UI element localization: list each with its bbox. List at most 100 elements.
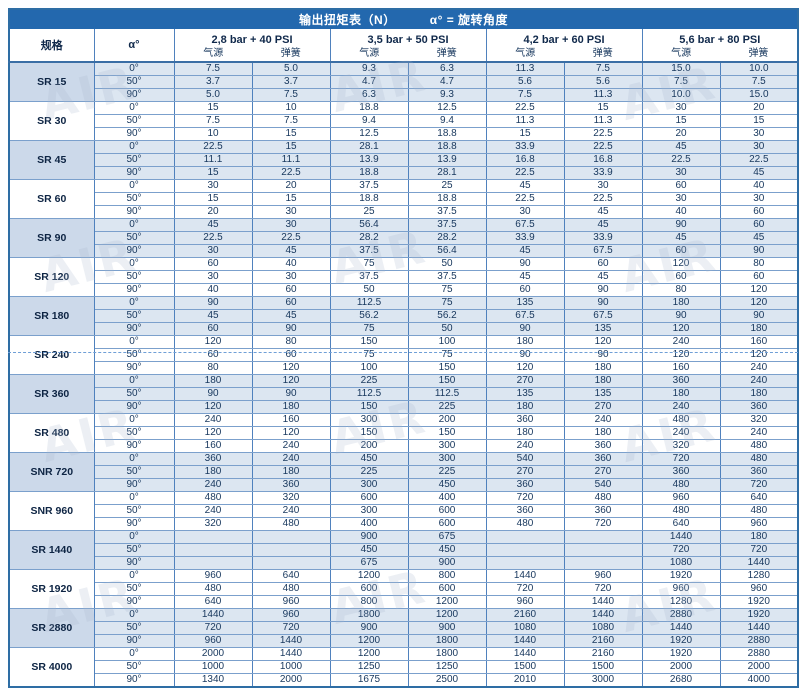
value-cell: 37.5 xyxy=(329,244,409,258)
table-row: 50° 30 30 37.5 37.5 45 45 60 60 xyxy=(9,270,799,284)
value-cell: 180 xyxy=(563,374,643,388)
value-cell: 240 xyxy=(641,426,721,440)
column-header-row: 规格 α° 2,8 bar + 40 PSI 气源 弹簧 3,5 bar + 50… xyxy=(8,28,799,63)
value-cell: 30 xyxy=(719,192,799,206)
value-cell: 720 xyxy=(563,582,643,596)
value-cell: 75 xyxy=(407,348,487,362)
value-cell: 9.3 xyxy=(329,61,409,76)
value-cell: 2880 xyxy=(641,608,721,622)
value-cell: 300 xyxy=(329,504,409,518)
angle-cell: 90° xyxy=(93,127,175,141)
value-cell: 180 xyxy=(563,426,643,440)
value-cell xyxy=(485,543,565,557)
angle-cell: 0° xyxy=(93,101,175,115)
value-cell: 60 xyxy=(719,270,799,284)
value-cell: 240 xyxy=(719,426,799,440)
value-cell: 2010 xyxy=(485,673,565,688)
angle-cell: 50° xyxy=(93,543,175,557)
value-cell: 100 xyxy=(407,335,487,349)
value-cell: 240 xyxy=(563,413,643,427)
value-cell: 720 xyxy=(641,543,721,557)
value-cell: 480 xyxy=(719,439,799,453)
value-cell: 75 xyxy=(407,296,487,310)
value-cell: 112.5 xyxy=(407,387,487,401)
value-cell: 11.1 xyxy=(173,153,253,167)
table-row: 50° 720 720 900 900 1080 1080 1440 1440 xyxy=(9,621,799,635)
value-cell: 4.7 xyxy=(329,75,409,89)
table-row: 50° 11.1 11.1 13.9 13.9 16.8 16.8 22.5 22.5 xyxy=(9,153,799,167)
angle-cell: 50° xyxy=(93,114,175,128)
value-cell: 12.5 xyxy=(407,101,487,115)
value-cell: 1080 xyxy=(641,556,721,570)
value-cell: 13.9 xyxy=(329,153,409,167)
value-cell: 480 xyxy=(563,491,643,505)
value-cell: 6.3 xyxy=(407,61,487,76)
value-cell: 15 xyxy=(173,192,253,206)
value-cell: 56.4 xyxy=(407,244,487,258)
value-cell: 60 xyxy=(251,283,331,297)
value-cell: 240 xyxy=(251,452,331,466)
value-cell: 180 xyxy=(563,361,643,375)
value-cell: 120 xyxy=(251,374,331,388)
value-cell: 67.5 xyxy=(485,309,565,323)
angle-cell: 0° xyxy=(93,569,175,583)
table-row: 90° 60 90 75 50 90 135 120 180 xyxy=(9,322,799,336)
spring-label: 弹簧 xyxy=(436,47,457,59)
value-cell: 1250 xyxy=(329,660,409,674)
value-cell: 90 xyxy=(563,283,643,297)
angle-cell: 50° xyxy=(93,192,175,206)
value-cell: 1920 xyxy=(641,634,721,648)
angle-cell: 50° xyxy=(93,270,175,284)
value-cell: 1800 xyxy=(329,608,409,622)
value-cell: 11.3 xyxy=(563,88,643,102)
angle-cell: 0° xyxy=(93,413,175,427)
value-cell: 800 xyxy=(407,569,487,583)
value-cell: 180 xyxy=(719,322,799,336)
pressure-group-header-3: 4,2 bar + 60 PSI 气源 弹簧 xyxy=(485,28,643,63)
spec-cell: SR 480 xyxy=(8,413,95,453)
value-cell: 45 xyxy=(173,218,253,232)
value-cell: 1340 xyxy=(173,673,253,688)
value-cell: 33.9 xyxy=(485,140,565,154)
table-row: 90° 30 45 37.5 56.4 45 67.5 60 90 xyxy=(9,244,799,258)
value-cell: 12.5 xyxy=(329,127,409,141)
value-cell: 45 xyxy=(563,218,643,232)
value-cell: 33.9 xyxy=(485,231,565,245)
angle-cell: 90° xyxy=(93,88,175,102)
table-row: 90° 640 960 800 1200 960 1440 1280 1920 xyxy=(9,595,799,609)
value-cell: 360 xyxy=(641,465,721,479)
angle-cell: 90° xyxy=(93,322,175,336)
value-cell: 360 xyxy=(719,465,799,479)
value-cell: 1800 xyxy=(407,647,487,661)
angle-cell: 50° xyxy=(93,426,175,440)
value-cell: 2000 xyxy=(251,673,331,688)
table-row: 50° 7.5 7.5 9.4 9.4 11.3 11.3 15 15 xyxy=(9,114,799,128)
value-cell: 120 xyxy=(173,426,253,440)
value-cell: 22.5 xyxy=(485,166,565,180)
table-row: SR 30 0° 15 10 18.8 12.5 22.5 15 30 20 xyxy=(8,101,799,141)
value-cell: 60 xyxy=(641,244,721,258)
value-cell: 22.5 xyxy=(485,192,565,206)
value-cell: 1440 xyxy=(641,621,721,635)
angle-cell: 50° xyxy=(93,75,175,89)
value-cell: 60 xyxy=(563,257,643,271)
value-cell: 45 xyxy=(251,309,331,323)
value-cell: 120 xyxy=(251,361,331,375)
angle-cell: 0° xyxy=(93,140,175,154)
value-cell: 7.5 xyxy=(719,75,799,89)
spec-cell: SR 60 xyxy=(8,179,95,219)
value-cell: 18.8 xyxy=(407,140,487,154)
value-cell: 180 xyxy=(641,296,721,310)
value-cell: 2160 xyxy=(563,634,643,648)
value-cell: 80 xyxy=(719,257,799,271)
pressure-group-header-1: 2,8 bar + 40 PSI 气源 弹簧 xyxy=(173,28,331,63)
value-cell: 200 xyxy=(407,413,487,427)
pressure-label: 4,2 bar + 60 PSI xyxy=(523,33,605,46)
value-cell xyxy=(563,543,643,557)
value-cell: 20 xyxy=(251,179,331,193)
value-cell: 45 xyxy=(173,309,253,323)
value-cell: 80 xyxy=(641,283,721,297)
angle-cell: 0° xyxy=(93,179,175,193)
value-cell: 180 xyxy=(251,465,331,479)
angle-cell: 90° xyxy=(93,283,175,297)
